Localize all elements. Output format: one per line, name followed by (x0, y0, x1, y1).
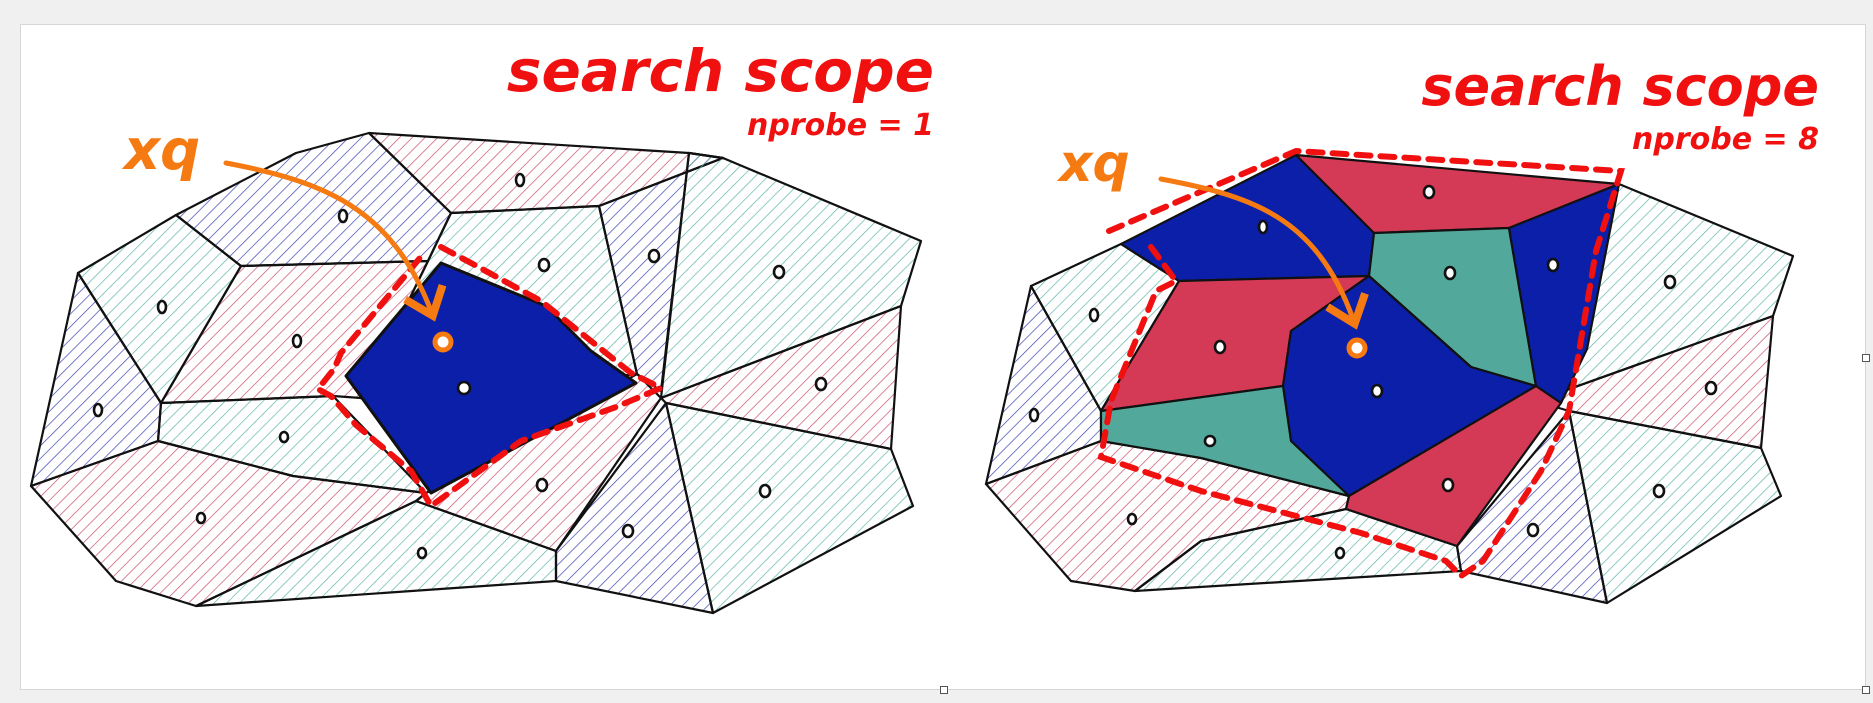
centroid (1663, 274, 1677, 290)
panel-left: search scope nprobe = 1 xq (29, 37, 934, 615)
voronoi-figure: search scope nprobe = 1 xq (29, 37, 1819, 615)
centroid (1441, 477, 1455, 493)
centroid (1704, 380, 1718, 396)
query-arrow-right (1158, 176, 1369, 330)
centroid (416, 546, 428, 560)
query-label-right: xq (1056, 134, 1130, 194)
resize-handle-bottom[interactable] (940, 686, 948, 694)
centroid (1257, 219, 1269, 235)
centroids-right (1028, 184, 1718, 560)
search-scope-boundary-right (1097, 147, 1626, 580)
cell (1567, 409, 1783, 605)
centroid (1370, 383, 1384, 399)
centroid (537, 257, 551, 273)
cell (664, 401, 915, 615)
scope-title-left: search scope (507, 37, 934, 105)
centroid (814, 376, 828, 392)
centroid (1126, 512, 1138, 526)
centroid (195, 511, 207, 525)
scope-title-right: search scope (1421, 55, 1819, 118)
centroid (514, 172, 526, 188)
centroid (758, 483, 772, 499)
nprobe-label-left: nprobe = 1 (747, 108, 934, 143)
query-label-left: xq (121, 118, 200, 183)
centroid (156, 299, 168, 315)
query-point-left (432, 331, 454, 353)
resize-handle-corner[interactable] (1862, 686, 1870, 694)
centroid (1652, 483, 1666, 499)
centroid (535, 477, 549, 493)
centroid (278, 430, 290, 444)
probed-cell (1507, 182, 1621, 405)
centroid (621, 523, 635, 539)
centroid (291, 333, 303, 349)
resize-handle-right[interactable] (1862, 354, 1870, 362)
query-arrow-left (223, 160, 447, 322)
voronoi-cells-left (29, 131, 923, 615)
probed-cell (1344, 384, 1563, 548)
centroid (1203, 434, 1217, 448)
centroid (1546, 257, 1560, 273)
centroid (647, 248, 661, 264)
centroid (1526, 522, 1540, 538)
centroid (1443, 265, 1457, 281)
centroid (456, 380, 472, 396)
centroids-left (92, 172, 828, 560)
centroid (1422, 184, 1436, 200)
centroid (1088, 307, 1100, 323)
centroid (92, 402, 104, 418)
centroid (1028, 407, 1040, 423)
diagram-canvas: search scope nprobe = 1 xq (20, 24, 1866, 690)
search-scope-boundary-left (313, 244, 669, 511)
centroid (337, 208, 349, 224)
centroid (1213, 339, 1227, 355)
nprobe-label-right: nprobe = 8 (1632, 122, 1819, 157)
panel-right: search scope nprobe = 8 xq (984, 55, 1819, 605)
voronoi-cells-right (984, 153, 1795, 605)
query-point-right (1346, 337, 1368, 359)
centroid (772, 264, 786, 280)
centroid (1334, 546, 1346, 560)
